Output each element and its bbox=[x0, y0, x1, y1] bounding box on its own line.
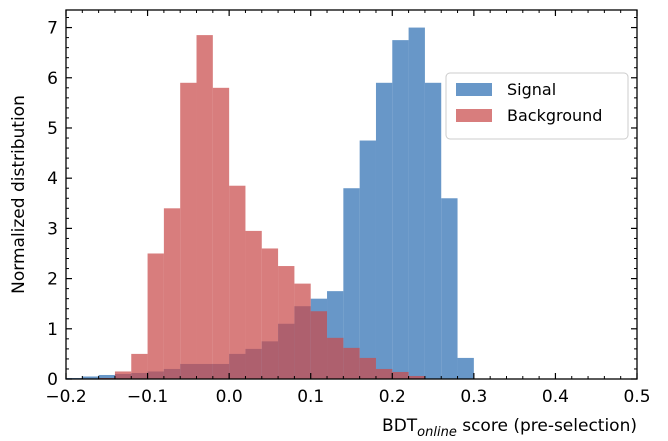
plot-frame bbox=[65, 9, 638, 380]
background-bar bbox=[245, 230, 262, 379]
signal-bar bbox=[359, 140, 376, 379]
signal-bar bbox=[408, 27, 425, 379]
y-tick-label: 6 bbox=[47, 69, 58, 89]
x-axis-label: BDTonline score (pre-selection) bbox=[382, 416, 637, 440]
legend-swatch-signal bbox=[456, 83, 492, 96]
y-tick-label: 1 bbox=[47, 320, 58, 340]
x-tick-label: 0.4 bbox=[542, 387, 569, 407]
signal-bar bbox=[392, 40, 409, 380]
signal-bar bbox=[82, 376, 99, 379]
y-tick-label: 0 bbox=[47, 370, 58, 390]
background-bar bbox=[114, 371, 132, 379]
y-tick-label: 4 bbox=[47, 169, 58, 189]
y-tick-label: 2 bbox=[47, 270, 58, 290]
background-bar bbox=[196, 35, 213, 379]
x-tick-label: 0.5 bbox=[623, 387, 650, 407]
background-bar bbox=[261, 248, 279, 379]
x-tick-label: 0.0 bbox=[216, 387, 243, 407]
background-bar bbox=[343, 347, 360, 379]
signal-bar bbox=[375, 82, 393, 379]
background-bar bbox=[163, 208, 181, 379]
x-tick-label: 0.3 bbox=[460, 387, 487, 407]
y-axis-label: Normalized distribution bbox=[9, 95, 29, 294]
signal-bar bbox=[343, 188, 360, 379]
background-bar bbox=[392, 371, 409, 379]
y-axis: 0 1 2 3 4 5 6 7 bbox=[47, 17, 637, 390]
background-bar bbox=[408, 375, 425, 379]
x-tick-label: −0.2 bbox=[45, 387, 86, 407]
y-tick-label: 7 bbox=[47, 19, 58, 39]
background-bar bbox=[294, 283, 311, 379]
legend-swatch-background bbox=[456, 109, 492, 122]
background-bar bbox=[147, 253, 164, 379]
x-axis-label-subscript: online bbox=[417, 425, 457, 440]
series-background bbox=[98, 35, 425, 379]
x-tick-label: 0.2 bbox=[379, 387, 406, 407]
legend: Signal Background bbox=[445, 72, 629, 140]
x-axis-label-suffix: score (pre-selection) bbox=[457, 416, 637, 436]
background-bar bbox=[278, 266, 295, 379]
histogram-bars bbox=[66, 27, 474, 380]
signal-bar bbox=[457, 357, 474, 379]
y-tick-label: 5 bbox=[47, 119, 58, 139]
signal-bar bbox=[424, 82, 442, 379]
background-bar bbox=[359, 357, 376, 379]
background-bar bbox=[310, 311, 328, 379]
background-bar bbox=[212, 87, 230, 379]
legend-label-signal: Signal bbox=[507, 80, 556, 99]
background-bar bbox=[131, 353, 148, 379]
x-axis-label-main: BDT bbox=[382, 416, 418, 436]
background-bar bbox=[327, 337, 344, 379]
x-axis: −0.2 −0.1 0.0 0.1 0.2 0.3 0.4 0.5 bbox=[45, 10, 651, 407]
signal-bar bbox=[98, 374, 115, 379]
background-bar bbox=[180, 82, 197, 379]
background-bar bbox=[375, 368, 393, 379]
x-tick-label: −0.1 bbox=[127, 387, 168, 407]
signal-bar bbox=[441, 198, 458, 379]
y-tick-label: 3 bbox=[47, 219, 58, 239]
background-bar bbox=[229, 185, 246, 379]
x-tick-label: 0.1 bbox=[297, 387, 324, 407]
legend-label-background: Background bbox=[507, 106, 602, 125]
